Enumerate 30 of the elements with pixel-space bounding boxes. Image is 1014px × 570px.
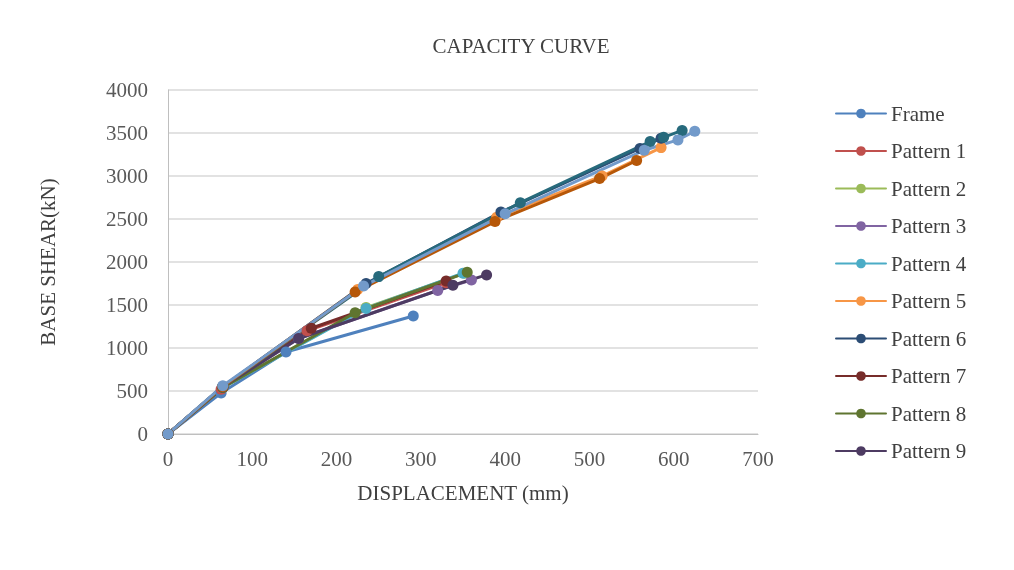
x-tick-label: 500	[573, 446, 606, 471]
y-tick-label: 4000	[106, 78, 148, 102]
legend-label: Pattern 9	[891, 439, 967, 463]
x-tick-label: 400	[489, 446, 521, 471]
legend-label: Pattern 5	[891, 289, 967, 313]
x-tick-label: 0	[162, 446, 174, 471]
x-tick-label: 100	[236, 446, 269, 471]
y-tick-label: 500	[116, 379, 148, 403]
legend-label: Frame	[891, 101, 945, 126]
legend-label: Pattern 3	[891, 214, 967, 238]
y-tick-label: 1500	[106, 293, 148, 317]
chart-title: CAPACITY CURVE	[432, 33, 610, 58]
y-tick-label: 2000	[106, 250, 148, 274]
legend-label: Pattern 6	[891, 326, 967, 351]
legend-label: Pattern 7	[891, 364, 967, 388]
y-tick-label: 3500	[106, 121, 148, 145]
x-tick-label: 700	[742, 446, 774, 471]
y-tick-label: 0	[137, 422, 148, 446]
x-tick-label: 600	[657, 446, 690, 471]
y-axis-title: BASE SHEAR(kN)	[35, 178, 60, 346]
y-tick-label: 3000	[106, 164, 148, 188]
y-tick-label: 2500	[106, 207, 148, 231]
legend-label: Pattern 2	[891, 176, 967, 201]
legend-label: Pattern 4	[891, 251, 967, 276]
x-tick-label: 200	[320, 446, 353, 471]
legend-label: Pattern 1	[891, 139, 967, 163]
x-axis-title: DISPLACEMENT (mm)	[357, 480, 569, 505]
x-tick-label: 300	[405, 446, 437, 471]
legend-label: Pattern 8	[891, 401, 967, 426]
y-tick-label: 1000	[106, 336, 148, 360]
